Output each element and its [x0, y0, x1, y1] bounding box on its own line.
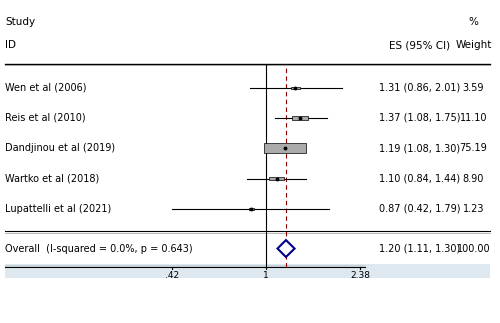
- Text: 1.20 (1.11, 1.30): 1.20 (1.11, 1.30): [378, 244, 460, 254]
- Text: 1.19 (1.08, 1.30): 1.19 (1.08, 1.30): [379, 143, 460, 153]
- Text: 75.19: 75.19: [460, 143, 487, 153]
- Bar: [248, 208, 254, 210]
- Text: 100.00: 100.00: [456, 244, 490, 254]
- Text: 11.10: 11.10: [460, 113, 487, 123]
- Text: 1.37 (1.08, 1.75): 1.37 (1.08, 1.75): [378, 113, 460, 123]
- Text: 2.38: 2.38: [350, 272, 370, 280]
- Bar: [291, 87, 300, 89]
- Bar: [264, 143, 306, 153]
- Bar: [270, 177, 283, 180]
- Text: 1.23: 1.23: [462, 204, 484, 214]
- Text: 1.10 (0.84, 1.44): 1.10 (0.84, 1.44): [379, 174, 460, 184]
- Text: Wartko et al (2018): Wartko et al (2018): [5, 174, 100, 184]
- Text: 1.31 (0.86, 2.01): 1.31 (0.86, 2.01): [378, 83, 460, 93]
- Text: 0.87 (0.42, 1.79): 0.87 (0.42, 1.79): [378, 204, 460, 214]
- Text: Wen et al (2006): Wen et al (2006): [5, 83, 86, 93]
- Text: 8.90: 8.90: [462, 174, 484, 184]
- Text: Lupattelli et al (2021): Lupattelli et al (2021): [5, 204, 112, 214]
- Bar: [292, 116, 308, 120]
- Text: Weight: Weight: [455, 40, 492, 50]
- Polygon shape: [278, 240, 294, 257]
- Text: Overall  (I-squared = 0.0%, p = 0.643): Overall (I-squared = 0.0%, p = 0.643): [5, 244, 192, 254]
- Text: Dandjinou et al (2019): Dandjinou et al (2019): [5, 143, 115, 153]
- Text: Reis et al (2010): Reis et al (2010): [5, 113, 86, 123]
- Text: Study: Study: [5, 17, 35, 27]
- Text: .42: .42: [166, 272, 179, 280]
- Text: ES (95% CI): ES (95% CI): [389, 40, 450, 50]
- Text: 1: 1: [264, 272, 269, 280]
- Text: %: %: [468, 17, 478, 27]
- Text: ID: ID: [5, 40, 16, 50]
- FancyBboxPatch shape: [5, 264, 490, 278]
- Text: 3.59: 3.59: [462, 83, 484, 93]
